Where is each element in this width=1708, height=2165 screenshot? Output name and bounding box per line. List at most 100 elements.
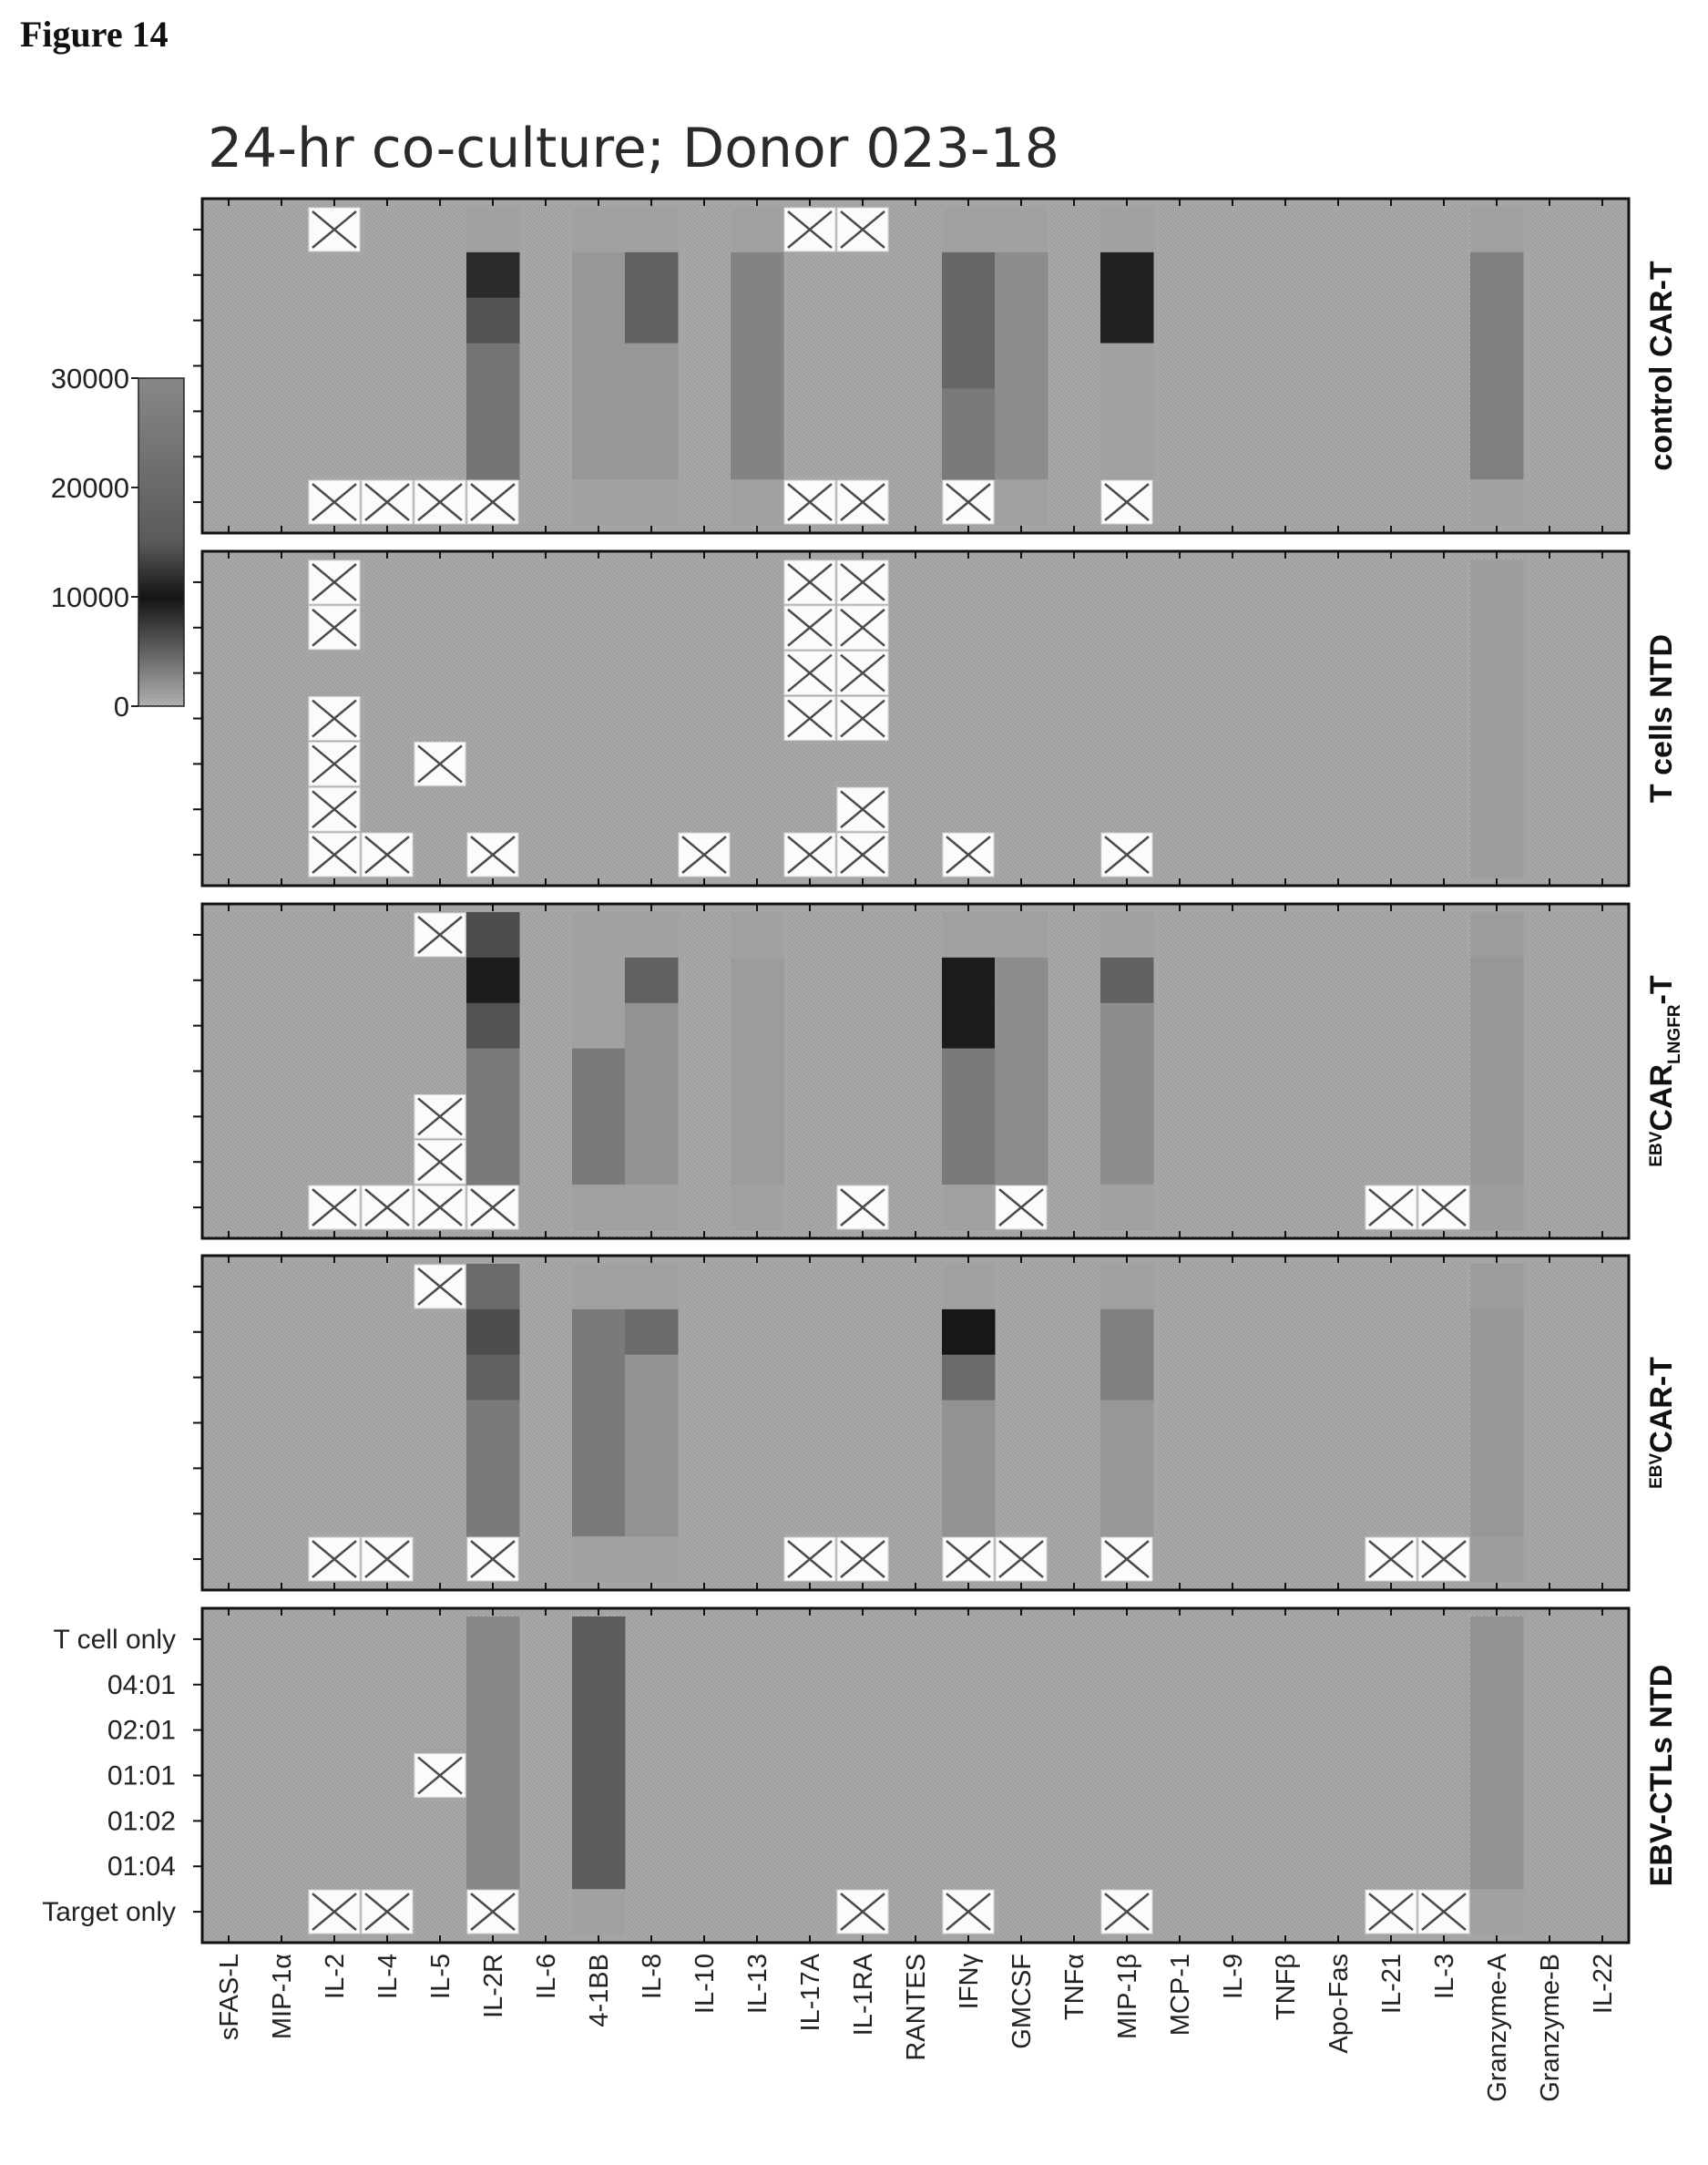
heatmap-cell-control-car-t-gmcsf-04-01 xyxy=(995,251,1048,299)
column-label-il-5: IL-5 xyxy=(426,1954,455,1999)
heatmap-cell-ebvcar-t-mip-1-04-01 xyxy=(1100,1308,1154,1356)
heatmap-cell-control-car-t-il-8-02-01 xyxy=(625,297,679,344)
heatmap-cell-ebvcarlngfr-t-gmcsf-t-cell-only xyxy=(995,912,1048,959)
heatmap-cell-ebvcarlngfr-t-il-8-01-04 xyxy=(625,1139,679,1185)
heatmap-cell-ebvcarlngfr-t-mip-1-target-only xyxy=(1100,1185,1154,1231)
missing-cell-control-car-t-il-4-target-only-stroke-b xyxy=(364,483,410,521)
heatmap-cell-control-car-t-il-2r-01-01 xyxy=(466,343,520,389)
heatmap-cell-ebvcar-t-granzyme-a-01-01 xyxy=(1470,1400,1524,1446)
heatmap-cell-ebvcarlngfr-t-granzyme-a-t-cell-only xyxy=(1470,912,1524,959)
heatmap-cell-ebvcarlngfr-t-granzyme-a-target-only xyxy=(1470,1185,1524,1231)
heatmap-cell-ebv-ctls-ntd-4-1bb-t-cell-only xyxy=(572,1616,626,1663)
missing-cell-ebvcar-t-ifn-target-only-stroke-b xyxy=(946,1540,991,1578)
missing-cell-control-car-t-ifn-target-only-stroke-b xyxy=(946,483,991,521)
heatmap-cell-ebvcarlngfr-t-4-1bb-01-01 xyxy=(572,1048,626,1094)
heatmap-cell-ebvcarlngfr-t-4-1bb-01-04 xyxy=(572,1139,626,1185)
heatmap-cell-ebvcar-t-il-2r-02-01 xyxy=(466,1354,520,1401)
heatmap-cell-ebvcar-t-ifn-01-02 xyxy=(942,1445,996,1492)
heatmap-cell-control-car-t-4-1bb-01-02 xyxy=(572,388,626,435)
heatmap-cell-ebvcarlngfr-t-mip-1-01-04 xyxy=(1100,1139,1154,1185)
column-label-mip-1: MIP-1β xyxy=(1113,1954,1142,2039)
heatmap-cell-ebvcar-t-granzyme-a-t-cell-only xyxy=(1470,1264,1524,1310)
missing-cell-ebvcar-t-il-1ra-target-only-stroke-b xyxy=(840,1540,885,1578)
missing-cell-t-cells-ntd-il-2-target-only-stroke-b xyxy=(312,836,357,874)
heatmap-cell-ebvcar-t-il-2r-t-cell-only xyxy=(466,1264,520,1310)
column-label-mcp-1: MCP-1 xyxy=(1166,1954,1195,2036)
heatmap-cell-ebv-ctls-ntd-4-1bb-02-01 xyxy=(572,1707,626,1754)
heatmap-cell-control-car-t-granzyme-a-target-only xyxy=(1470,479,1524,526)
heatmap-cell-control-car-t-gmcsf-t-cell-only xyxy=(995,207,1048,253)
panel-label-ebvcar-t: EBVCAR-T xyxy=(1644,1357,1679,1489)
row-label-target-only: Target only xyxy=(42,1897,176,1927)
heatmap-cell-ebvcarlngfr-t-4-1bb-01-02 xyxy=(572,1093,626,1140)
heatmap-cell-ebvcar-t-mip-1-01-02 xyxy=(1100,1445,1154,1492)
heatmap-cell-ebv-ctls-ntd-granzyme-a-02-01 xyxy=(1470,1707,1524,1754)
missing-cell-t-cells-ntd-mip-1-target-only-stroke-b xyxy=(1104,836,1150,874)
missing-cell-ebv-ctls-ntd-il-21-target-only-stroke-b xyxy=(1368,1893,1414,1931)
missing-cell-t-cells-ntd-il-10-target-only-stroke-b xyxy=(681,836,727,874)
heatmap-cell-ebvcarlngfr-t-il-8-02-01 xyxy=(625,1002,679,1050)
panel-label-ebvcarlngfr-t: EBVCARLNGFR-T xyxy=(1644,975,1684,1167)
column-label-il-10: IL-10 xyxy=(690,1954,720,2014)
heatmap-cell-ebvcar-t-il-2r-01-01 xyxy=(466,1400,520,1446)
heatmap-cell-ebvcar-t-ifn-02-01 xyxy=(942,1354,996,1401)
heatmap-cell-control-car-t-il-2r-01-02 xyxy=(466,388,520,435)
panel-label-ebv-ctls-ntd: EBV-CTLs NTD xyxy=(1644,1665,1679,1887)
heatmap-cell-ebvcarlngfr-t-il-2r-04-01 xyxy=(466,957,520,1004)
heatmap-cell-ebvcarlngfr-t-granzyme-a-01-01 xyxy=(1470,1048,1524,1094)
heatmap-cell-control-car-t-il-2r-02-01 xyxy=(466,297,520,344)
heatmap-cell-control-car-t-ifn-01-02 xyxy=(942,388,996,435)
missing-cell-t-cells-ntd-il-17a-01-01-stroke-b xyxy=(787,699,833,738)
heatmap-cell-ebvcarlngfr-t-il-13-target-only xyxy=(731,1185,784,1231)
heatmap-cell-control-car-t-il-8-target-only xyxy=(625,479,679,526)
heatmap-cell-control-car-t-gmcsf-02-01 xyxy=(995,297,1048,344)
heatmap-cell-control-car-t-granzyme-a-01-01 xyxy=(1470,343,1524,389)
heatmap-cell-ebvcar-t-ifn-t-cell-only xyxy=(942,1264,996,1310)
heatmap-cell-ebvcarlngfr-t-il-2r-01-01 xyxy=(466,1048,520,1094)
missing-cell-t-cells-ntd-il-1ra-01-04-stroke-b xyxy=(840,790,885,829)
heatmap-cell-ebv-ctls-ntd-4-1bb-01-01 xyxy=(572,1752,626,1799)
heatmap-cell-ebvcar-t-granzyme-a-01-04 xyxy=(1470,1491,1524,1537)
missing-cell-ebvcar-t-il-2r-target-only-stroke-b xyxy=(470,1540,516,1578)
heatmap-cell-ebvcar-t-il-2r-01-02 xyxy=(466,1445,520,1492)
heatmap-cell-ebv-ctls-ntd-il-2r-02-01 xyxy=(466,1707,520,1754)
heatmap-cell-ebvcarlngfr-t-mip-1-01-02 xyxy=(1100,1093,1154,1140)
heatmap-cell-control-car-t-il-8-01-04 xyxy=(625,434,679,480)
heatmap-cell-t-cells-ntd-granzyme-a-target-only xyxy=(1470,832,1524,878)
heatmap-cell-ebvcar-t-il-2r-04-01 xyxy=(466,1308,520,1356)
heatmap-cell-ebvcarlngfr-t-granzyme-a-04-01 xyxy=(1470,957,1524,1004)
heatmap-cell-control-car-t-granzyme-a-t-cell-only xyxy=(1470,207,1524,253)
colorbar-tick-label-20000: 20000 xyxy=(51,472,129,504)
heatmap-cell-control-car-t-il-13-t-cell-only xyxy=(731,207,784,253)
heatmap-cell-ebvcar-t-il-8-target-only xyxy=(625,1536,679,1583)
missing-cell-ebvcarlngfr-t-il-1ra-target-only-stroke-b xyxy=(840,1188,885,1226)
panel-texture-control-car-t xyxy=(202,199,1629,533)
heatmap-cell-ebv-ctls-ntd-granzyme-a-t-cell-only xyxy=(1470,1616,1524,1663)
heatmap-cell-ebv-ctls-ntd-4-1bb-01-04 xyxy=(572,1843,626,1890)
heatmap-cell-control-car-t-il-8-04-01 xyxy=(625,251,679,299)
missing-cell-ebv-ctls-ntd-il-2-target-only-stroke-b xyxy=(312,1893,357,1931)
missing-cell-t-cells-ntd-il-17a-t-cell-only-stroke-b xyxy=(787,563,833,601)
heatmap-cell-ebv-ctls-ntd-4-1bb-01-02 xyxy=(572,1798,626,1844)
column-label-apo-fas: Apo-Fas xyxy=(1324,1954,1354,2054)
column-label-il-4: IL-4 xyxy=(373,1954,403,1999)
heatmap-cell-control-car-t-il-8-t-cell-only xyxy=(625,207,679,253)
heatmap-cell-control-car-t-mip-1-02-01 xyxy=(1100,297,1154,344)
missing-cell-ebvcarlngfr-t-il-5-t-cell-only-stroke-b xyxy=(417,916,463,954)
heatmap-cell-ebvcar-t-granzyme-a-02-01 xyxy=(1470,1354,1524,1401)
heatmap-cell-control-car-t-4-1bb-target-only xyxy=(572,479,626,526)
heatmap-cell-ebvcarlngfr-t-4-1bb-target-only xyxy=(572,1185,626,1231)
missing-cell-ebvcarlngfr-t-il-5-01-04-stroke-b xyxy=(417,1143,463,1182)
heatmap-cell-control-car-t-ifn-01-04 xyxy=(942,434,996,480)
column-label-mip-1: MIP-1α xyxy=(268,1954,297,2039)
heatmap-cell-control-car-t-mip-1-01-04 xyxy=(1100,434,1154,480)
heatmap-cell-ebvcar-t-ifn-04-01 xyxy=(942,1308,996,1356)
heatmap-cell-ebvcarlngfr-t-4-1bb-02-01 xyxy=(572,1002,626,1050)
panel-label-t-cells-ntd: T cells NTD xyxy=(1644,634,1679,803)
heatmap-cell-ebvcarlngfr-t-mip-1-01-01 xyxy=(1100,1048,1154,1094)
heatmap-cell-ebvcarlngfr-t-mip-1-02-01 xyxy=(1100,1002,1154,1050)
heatmap-cell-ebvcarlngfr-t-granzyme-a-01-04 xyxy=(1470,1139,1524,1185)
missing-cell-ebv-ctls-ntd-il-2r-target-only-stroke-b xyxy=(470,1893,516,1931)
heatmap-cell-ebvcarlngfr-t-il-13-01-04 xyxy=(731,1139,784,1185)
